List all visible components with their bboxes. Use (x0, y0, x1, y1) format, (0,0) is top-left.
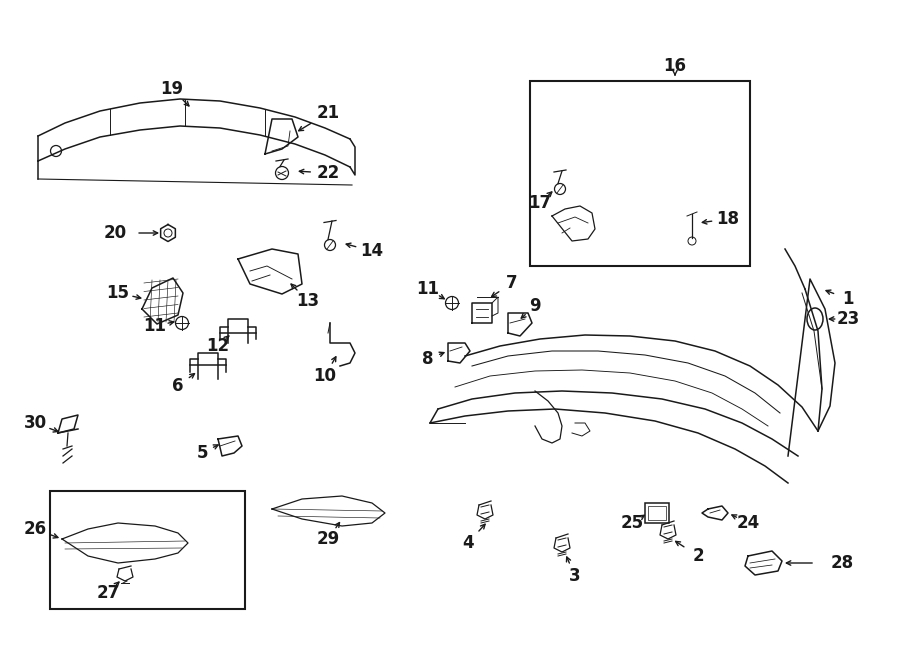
Text: 27: 27 (96, 584, 120, 602)
Text: 16: 16 (663, 57, 687, 75)
Bar (530, 81, 750, 266)
Text: 11: 11 (143, 317, 166, 335)
Text: 15: 15 (106, 284, 130, 302)
Text: 9: 9 (529, 297, 541, 315)
Text: 5: 5 (196, 444, 208, 462)
Text: 25: 25 (620, 514, 643, 532)
Text: 19: 19 (160, 80, 184, 98)
Text: 7: 7 (506, 274, 518, 292)
Text: 22: 22 (317, 164, 339, 182)
Text: 3: 3 (569, 567, 580, 585)
Text: 1: 1 (842, 290, 854, 308)
Text: 24: 24 (736, 514, 760, 532)
Text: 10: 10 (313, 367, 337, 385)
Text: 30: 30 (23, 414, 47, 432)
Text: 8: 8 (422, 350, 434, 368)
Text: 17: 17 (528, 194, 552, 212)
Bar (50, 491, 245, 609)
Text: 28: 28 (831, 554, 853, 572)
Bar (645, 503, 669, 523)
Text: 12: 12 (206, 337, 230, 355)
Text: 13: 13 (296, 292, 320, 310)
Text: 29: 29 (317, 530, 339, 548)
Text: 21: 21 (317, 104, 339, 122)
Bar (648, 506, 666, 520)
Text: 18: 18 (716, 210, 740, 228)
Text: 14: 14 (360, 242, 383, 260)
Text: 11: 11 (417, 280, 439, 298)
Text: 20: 20 (104, 224, 127, 242)
Text: 4: 4 (463, 534, 473, 552)
Text: 6: 6 (172, 377, 184, 395)
Text: 2: 2 (692, 547, 704, 565)
Text: 26: 26 (23, 520, 47, 538)
Text: 23: 23 (836, 310, 860, 328)
